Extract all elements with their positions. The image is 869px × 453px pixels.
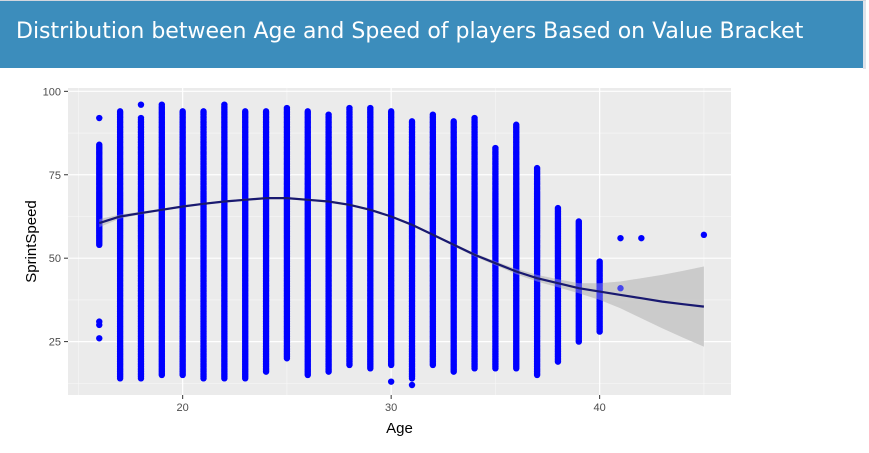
data-point: [429, 111, 437, 118]
data-point: [700, 231, 708, 239]
page-header: Distribution between Age and Speed of pl…: [0, 0, 866, 69]
x-tick-label: 20: [177, 402, 189, 414]
data-point: [262, 108, 270, 115]
data-point: [325, 111, 332, 118]
age-column-33: [450, 118, 457, 375]
age-column-20: [179, 108, 186, 379]
age-column-41: [617, 234, 624, 292]
scatter-chart: 20 30 40 25 50 75 100 Age SprintSpeed: [23, 86, 731, 437]
data-point: [554, 204, 562, 212]
data-point: [137, 114, 145, 122]
age-column-39: [575, 218, 583, 345]
age-column-32: [429, 111, 437, 369]
x-tick-label: 30: [385, 402, 397, 414]
data-point: [367, 104, 374, 112]
data-point: [596, 258, 603, 265]
data-point: [304, 108, 311, 115]
header-edge: [863, 1, 866, 69]
data-point: [408, 381, 416, 389]
axes: 20 30 40 25 50 75 100: [43, 86, 606, 414]
x-axis-label: Age: [386, 420, 413, 437]
age-column-21: [200, 108, 207, 382]
age-column-26: [304, 108, 311, 379]
data-point: [533, 164, 541, 172]
age-column-25: [283, 104, 291, 362]
data-point: [513, 121, 520, 128]
data-point: [471, 114, 478, 122]
data-point: [200, 108, 207, 115]
age-column-38: [554, 204, 562, 365]
smooth-line: [98, 197, 705, 347]
age-column-17: [116, 108, 124, 382]
age-column-31: [408, 118, 416, 389]
age-column-24: [262, 108, 270, 375]
age-column-29: [367, 104, 374, 372]
age-column-16: [96, 114, 103, 342]
data-point: [346, 104, 353, 112]
data-point: [137, 101, 145, 108]
data-point: [221, 101, 228, 108]
age-column-28: [346, 104, 353, 369]
age-column-18: [137, 101, 145, 382]
data-point: [283, 104, 291, 112]
age-column-23: [242, 108, 249, 382]
data-point: [96, 335, 103, 342]
data-point: [158, 101, 166, 108]
age-column-22: [221, 101, 228, 382]
data-point: [387, 108, 395, 115]
age-column-37: [533, 164, 541, 379]
grid-major: [68, 88, 731, 395]
data-point: [96, 141, 103, 148]
data-point: [242, 108, 249, 115]
y-axis-label: SprintSpeed: [23, 200, 40, 283]
data-point: [179, 108, 186, 115]
age-column-34: [471, 114, 478, 372]
data-points: [96, 101, 708, 389]
data-point: [617, 234, 624, 242]
data-point: [408, 118, 416, 125]
age-column-27: [325, 111, 332, 375]
data-point: [638, 234, 645, 242]
plot-panel: [68, 88, 731, 395]
age-column-45: [700, 231, 708, 239]
data-point: [450, 118, 457, 125]
age-column-30: [387, 108, 395, 385]
data-point: [387, 378, 395, 385]
data-point: [96, 114, 103, 122]
data-point: [575, 218, 583, 225]
age-column-35: [492, 144, 499, 372]
y-tick-label: 100: [43, 86, 61, 98]
data-point: [96, 318, 103, 325]
x-tick-label: 40: [594, 402, 606, 414]
age-column-19: [158, 101, 166, 379]
age-column-36: [513, 121, 520, 372]
age-column-42: [638, 234, 645, 242]
y-tick-label: 50: [49, 253, 61, 265]
y-tick-label: 25: [49, 337, 61, 349]
data-point: [116, 108, 124, 115]
data-point: [617, 285, 624, 292]
data-point: [492, 144, 499, 152]
y-tick-label: 75: [49, 170, 61, 182]
smooth-line-path: [98, 197, 705, 308]
age-column-40: [596, 258, 603, 335]
header-title: Distribution between Age and Speed of pl…: [16, 19, 804, 44]
